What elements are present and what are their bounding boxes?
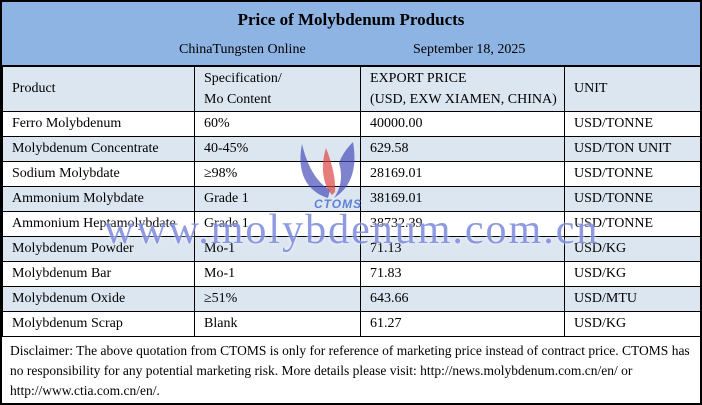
unit-cell: USD/TONNE (564, 111, 700, 137)
table-row: Molybdenum Scrap Blank 61.27 USD/KG (2, 311, 700, 337)
price-cell: 40000.00 (360, 111, 565, 137)
price-cell: 28169.01 (360, 161, 565, 187)
col-header-price-line1: EXPORT PRICE (370, 71, 467, 86)
price-cell: 38732.39 (360, 211, 565, 237)
product-cell: Ammonium Heptamolybdate (2, 211, 195, 237)
product-cell: Molybdenum Powder (2, 236, 195, 262)
table-row: Molybdenum Oxide ≥51% 643.66 USD/MTU (2, 286, 700, 312)
product-cell: Ferro Molybdenum (2, 111, 195, 137)
title-block: Price of Molybdenum Products ChinaTungst… (2, 2, 700, 66)
price-cell: 71.83 (360, 261, 565, 287)
date-label: September 18, 2025 (413, 42, 526, 57)
table-row: Ferro Molybdenum 60% 40000.00 USD/TONNE (2, 111, 700, 137)
spec-cell: Mo-1 (194, 261, 361, 287)
price-cell: 643.66 (360, 286, 565, 312)
unit-cell: USD/TON UNIT (564, 136, 700, 162)
table-row: Molybdenum Powder Mo-1 71.13 USD/KG (2, 236, 700, 262)
price-cell: 61.27 (360, 311, 565, 337)
price-table: Product Specification/ Mo Content EXPORT… (2, 66, 700, 337)
spec-cell: Blank (194, 311, 361, 337)
product-cell: Molybdenum Bar (2, 261, 195, 287)
product-cell: Ammonium Molybdate (2, 186, 195, 212)
spec-cell: Mo-1 (194, 236, 361, 262)
unit-cell: USD/KG (564, 311, 700, 337)
price-cell: 629.58 (360, 136, 565, 162)
spec-cell: 60% (194, 111, 361, 137)
spec-cell: 40-45% (194, 136, 361, 162)
unit-cell: USD/KG (564, 261, 700, 287)
table-row: Ammonium Heptamolybdate Grade 1 38732.39… (2, 211, 700, 237)
spec-cell: ≥98% (194, 161, 361, 187)
table-row: Molybdenum Concentrate 40-45% 629.58 USD… (2, 136, 700, 162)
product-cell: Molybdenum Concentrate (2, 136, 195, 162)
col-header-export-price: EXPORT PRICE (USD, EXW XIAMEN, CHINA) (360, 66, 565, 112)
col-header-spec-line1: Specification/ (204, 71, 282, 86)
col-header-spec-line2: Mo Content (204, 92, 272, 107)
unit-cell: USD/MTU (564, 286, 700, 312)
table-row: Molybdenum Bar Mo-1 71.83 USD/KG (2, 261, 700, 287)
unit-cell: USD/KG (564, 236, 700, 262)
product-cell: Molybdenum Oxide (2, 286, 195, 312)
spec-cell: ≥51% (194, 286, 361, 312)
col-header-unit: UNIT (564, 66, 700, 112)
unit-cell: USD/TONNE (564, 186, 700, 212)
price-cell: 71.13 (360, 236, 565, 262)
source-label: ChinaTungsten Online (179, 42, 306, 57)
page-title: Price of Molybdenum Products (237, 10, 465, 29)
spec-cell: Grade 1 (194, 186, 361, 212)
table-row: Ammonium Molybdate Grade 1 38169.01 USD/… (2, 186, 700, 212)
table-row: Sodium Molybdate ≥98% 28169.01 USD/TONNE (2, 161, 700, 187)
price-cell: 38169.01 (360, 186, 565, 212)
disclaimer-text: Disclaimer: The above quotation from CTO… (10, 343, 690, 398)
unit-cell: USD/TONNE (564, 211, 700, 237)
col-header-price-line2: (USD, EXW XIAMEN, CHINA) (370, 92, 557, 107)
spec-cell: Grade 1 (194, 211, 361, 237)
unit-cell: USD/TONNE (564, 161, 700, 187)
col-header-product: Product (2, 66, 195, 112)
header-row: Product Specification/ Mo Content EXPORT… (2, 66, 700, 112)
product-cell: Molybdenum Scrap (2, 311, 195, 337)
product-cell: Sodium Molybdate (2, 161, 195, 187)
col-header-specification: Specification/ Mo Content (194, 66, 361, 112)
